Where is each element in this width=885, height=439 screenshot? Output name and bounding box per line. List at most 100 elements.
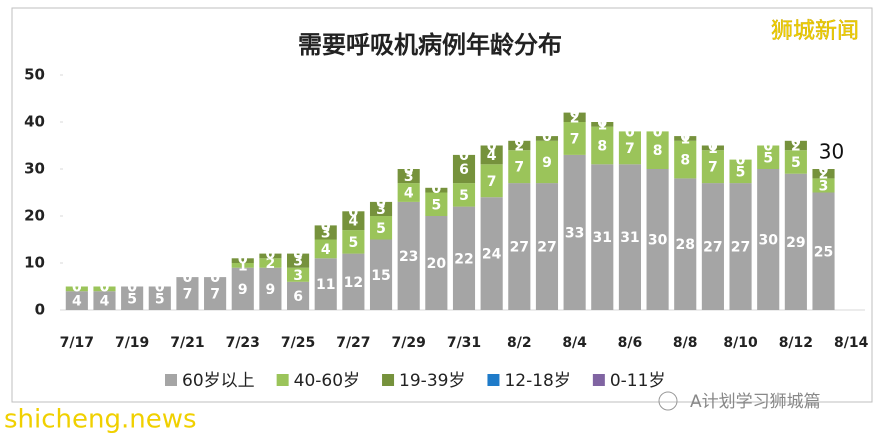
bar-segment [618,164,641,310]
bar-segment [287,281,310,310]
data-label: 0 [431,181,441,197]
data-label: 0 [542,129,552,145]
annotation: 30 [819,140,844,164]
data-label: 0 [321,218,331,234]
data-label: 22 [454,251,473,267]
data-label: 0 [376,195,386,211]
data-label: 7 [514,160,524,176]
legend-label: 60岁以上 [182,371,255,391]
bar-segment [701,183,724,310]
data-label: 0 [542,129,552,145]
data-label: 28 [675,237,694,253]
bar-segment [812,178,835,193]
bar-segment [535,136,559,141]
data-label: 7 [625,141,635,157]
x-tick-label: 8/2 [507,335,532,351]
bar-segment [757,145,780,169]
data-label: 3 [293,268,303,284]
legend-swatch [382,374,395,386]
data-label: 0 [514,134,524,150]
data-label: 0 [210,270,220,286]
data-label: 0 [155,280,165,296]
bar-segment [480,197,503,310]
data-label: 7 [708,160,718,176]
bar-segment [535,183,559,310]
legend-swatch [276,374,289,386]
data-label: 0 [680,129,690,145]
bar-segment [508,150,531,184]
data-label: 0 [376,195,386,211]
x-tick-label: 7/19 [115,335,149,351]
bar-segment [65,286,88,292]
bar-segment [674,178,697,310]
bar-segment [425,216,448,310]
data-label: 0 [431,181,441,197]
bar-segment [757,169,780,310]
bar-segment [646,131,669,169]
data-label: 3 [404,169,414,185]
x-tick-label: 8/14 [834,335,869,351]
data-label: 0 [653,124,663,140]
data-label: 0 [514,134,524,150]
data-label: 2 [819,167,829,183]
x-tick-label: 8/8 [673,335,698,351]
bar-segment [618,131,641,165]
legend-swatch [165,374,177,386]
data-label: 5 [791,155,801,171]
data-label: 0 [791,134,801,150]
data-label: 0 [404,162,414,178]
bar-segment [591,164,614,310]
bar-segment [812,192,835,310]
bar-segment [480,164,503,198]
chart-title: 需要呼吸机病例年龄分布 [298,31,562,59]
data-label: 5 [349,235,359,251]
data-label: 0 [266,247,276,263]
y-tick-label: 0 [35,301,45,319]
data-label: 5 [127,291,137,307]
bar-segment [342,253,365,310]
bar-segment [784,150,807,174]
x-tick-label: 8/4 [562,335,587,351]
data-label: 3 [321,225,331,241]
data-label: 0 [819,162,829,178]
bar-segment [784,140,807,151]
bar-segment [480,145,503,165]
data-label: 4 [100,294,110,310]
x-tick-label: 7/23 [226,335,260,351]
x-tick-label: 8/12 [779,335,813,351]
data-label: 1 [238,258,248,274]
y-tick-label: 40 [24,113,45,131]
data-label: 2 [570,110,580,126]
data-label: 0 [487,139,497,155]
bar-segment [314,239,337,259]
data-label: 24 [482,247,502,263]
bar-segment [342,211,365,231]
bar-segment [287,267,310,282]
x-tick-label: 7/29 [392,335,426,351]
data-label: 0 [763,139,773,155]
bar-segment [425,192,448,216]
data-label: 0 [736,153,746,169]
bar-segment [259,258,282,268]
x-tick-label: 8/10 [723,335,758,351]
data-label: 0 [238,251,248,267]
data-label: 0 [708,139,718,155]
data-label: 4 [349,214,359,230]
data-label: 0 [570,106,580,122]
bar-segment [452,154,476,184]
bar-segment [204,277,227,310]
data-label: 2 [266,256,276,272]
bar-segment [314,225,337,240]
data-label: 9 [238,282,248,298]
data-label: 5 [763,150,773,166]
data-label: 0 [459,148,469,164]
data-label: 5 [376,221,386,237]
data-label: 0 [72,280,82,296]
y-tick-label: 10 [24,254,45,272]
data-label: 1 [680,131,690,147]
bar-segment [369,239,393,310]
bar-segment [314,258,337,310]
data-label: 0 [293,247,303,263]
bar-segment [259,267,282,310]
